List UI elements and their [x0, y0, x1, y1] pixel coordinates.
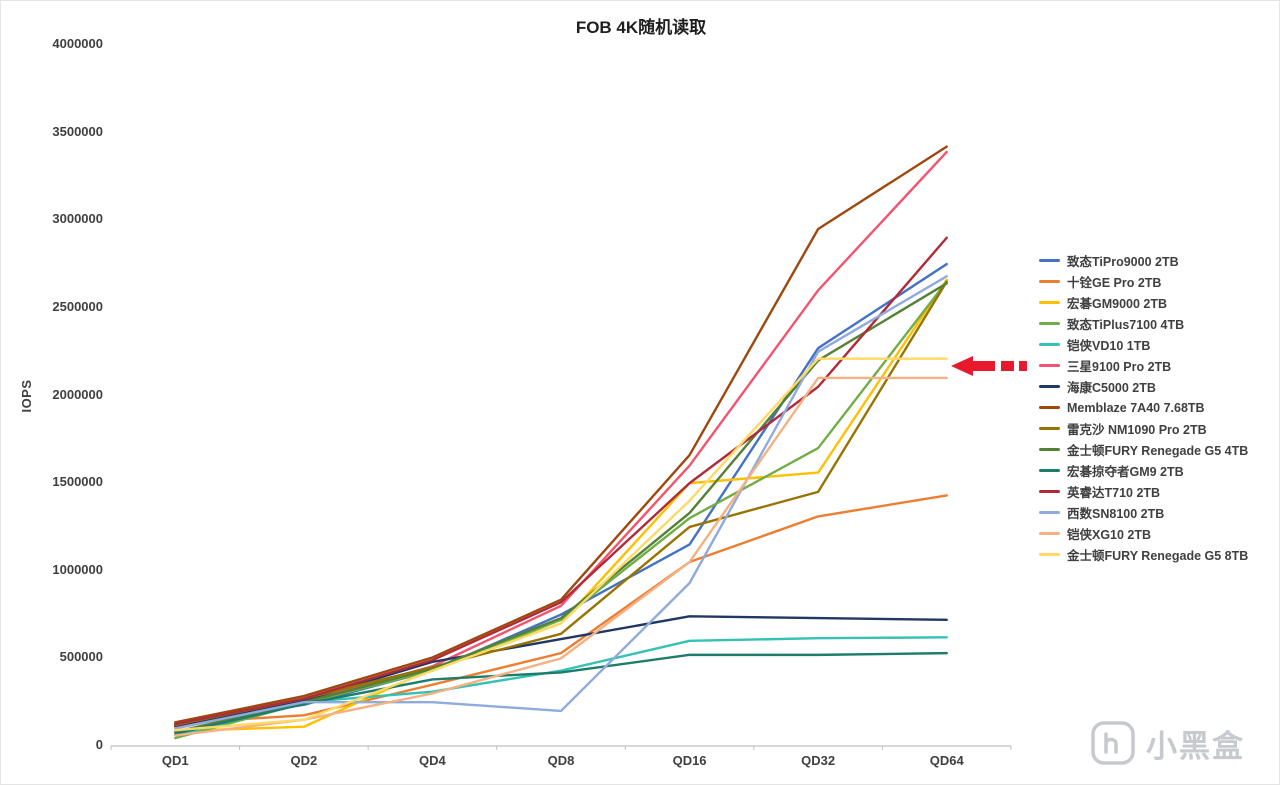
legend-swatch: [1039, 511, 1060, 514]
legend-label: 英睿达T710 2TB: [1067, 486, 1161, 500]
legend-label: 西数SN8100 2TB: [1067, 507, 1165, 521]
legend-item: 致态TiPlus7100 4TB: [1039, 313, 1248, 334]
legend-item: 金士顿FURY Renegade G5 8TB: [1039, 544, 1248, 565]
legend-item: 十铨GE Pro 2TB: [1039, 271, 1248, 292]
series-line-1: [174, 494, 948, 725]
watermark-text: 小黑盒: [1146, 728, 1245, 764]
legend-label: 海康C5000 2TB: [1067, 381, 1156, 395]
highlight-arrow-icon: [951, 356, 1027, 376]
legend-label: Memblaze 7A40 7.68TB: [1067, 400, 1205, 415]
x-tick-label: QD32: [801, 753, 836, 768]
legend-swatch: [1039, 259, 1060, 262]
legend-item: Memblaze 7A40 7.68TB: [1039, 397, 1248, 418]
series-line-5: [174, 150, 948, 728]
legend-label: 铠侠XG10 2TB: [1067, 528, 1152, 542]
series-line-2: [174, 278, 948, 733]
y-tick-label: 2000000: [52, 386, 103, 402]
legend-item: 海康C5000 2TB: [1039, 376, 1248, 397]
y-tick-label: 3500000: [52, 123, 103, 139]
legend-label: 致态TiPlus7100 4TB: [1067, 318, 1185, 332]
y-tick-label: 500000: [59, 649, 103, 665]
legend-swatch: [1039, 532, 1060, 535]
series-line-6: [174, 615, 948, 728]
series-line-12: [174, 275, 948, 730]
legend-item: 铠侠VD10 1TB: [1039, 334, 1248, 355]
series-line-11: [174, 236, 948, 726]
y-tick-label: 2500000: [52, 298, 103, 314]
legend-label: 致态TiPro9000 2TB: [1067, 255, 1179, 269]
x-tick-label: QD1: [161, 753, 189, 768]
chart-title: FOB 4K随机读取: [575, 18, 707, 37]
series-line-9: [174, 282, 948, 734]
series-line-10: [174, 651, 948, 735]
legend-item: 雷克沙 NM1090 Pro 2TB: [1039, 418, 1248, 439]
y-tick-label: 3000000: [52, 211, 103, 227]
legend-swatch: [1039, 364, 1060, 367]
x-tick-label: QD16: [672, 753, 707, 768]
legend-swatch: [1039, 553, 1060, 556]
watermark: 小黑盒: [1090, 720, 1245, 766]
x-tick-label: QD8: [547, 753, 575, 768]
legend-swatch: [1039, 448, 1060, 451]
legend-item: 三星9100 Pro 2TB: [1039, 355, 1248, 376]
legend-label: 铠侠VD10 1TB: [1067, 339, 1151, 353]
legend-item: 金士顿FURY Renegade G5 4TB: [1039, 439, 1248, 460]
legend-item: 宏碁掠夺者GM9 2TB: [1039, 460, 1248, 481]
xiaoheihe-logo-icon: [1091, 721, 1135, 765]
series-line-7: [174, 145, 948, 724]
x-tick-label: QD2: [290, 753, 318, 768]
legend-swatch: [1039, 280, 1060, 283]
legend: 致态TiPro9000 2TB 十铨GE Pro 2TB 宏碁GM9000 2TB 致…: [1039, 250, 1248, 565]
y-tick-label: 1000000: [52, 561, 103, 577]
legend-item: 英睿达T710 2TB: [1039, 481, 1248, 502]
legend-label: 宏碁GM9000 2TB: [1067, 297, 1168, 311]
legend-label: 金士顿FURY Renegade G5 4TB: [1067, 444, 1249, 458]
legend-swatch: [1039, 322, 1060, 325]
x-tick-label: QD4: [419, 753, 446, 768]
legend-label: 雷克沙 NM1090 Pro 2TB: [1067, 423, 1207, 437]
legend-swatch: [1039, 385, 1060, 388]
legend-label: 十铨GE Pro 2TB: [1067, 276, 1162, 290]
series-line-14: [174, 357, 948, 732]
legend-swatch: [1039, 406, 1060, 409]
y-tick-label: 4000000: [52, 36, 103, 51]
legend-item: 铠侠XG10 2TB: [1039, 523, 1248, 544]
legend-swatch: [1039, 301, 1060, 304]
legend-swatch: [1039, 490, 1060, 493]
legend-swatch: [1039, 469, 1060, 472]
legend-swatch: [1039, 427, 1060, 430]
x-tick-label: QD64: [929, 753, 964, 768]
y-tick-label: 1500000: [52, 474, 103, 490]
legend-item: 西数SN8100 2TB: [1039, 502, 1248, 523]
legend-item: 宏碁GM9000 2TB: [1039, 292, 1248, 313]
legend-label: 三星9100 Pro 2TB: [1067, 360, 1172, 374]
legend-label: 金士顿FURY Renegade G5 8TB: [1067, 549, 1249, 563]
legend-swatch: [1039, 343, 1060, 346]
legend-label: 宏碁掠夺者GM9 2TB: [1067, 465, 1184, 479]
legend-item: 致态TiPro9000 2TB: [1039, 250, 1248, 271]
y-tick-label: 0: [95, 737, 103, 752]
